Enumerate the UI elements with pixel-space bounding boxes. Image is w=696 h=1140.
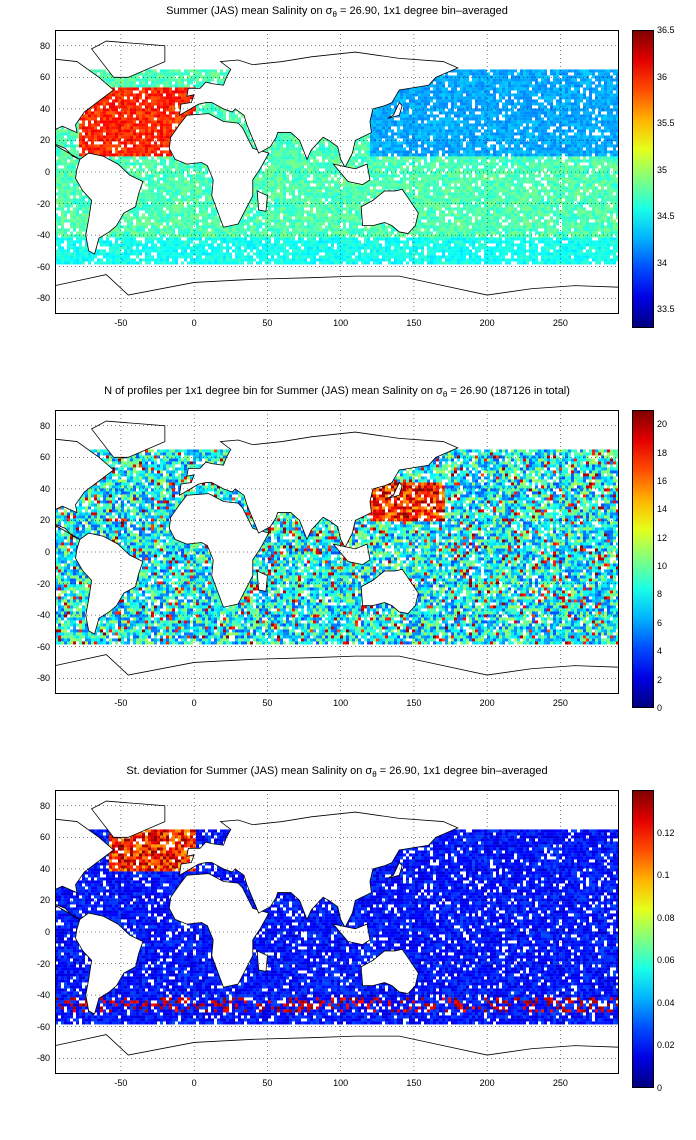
colorbar-tick-label: 35.5 [657,118,675,128]
y-tick-label: 40 [40,864,50,874]
stdev-panel: St. deviation for Summer (JAS) mean Sali… [0,760,696,1140]
y-tick-label: 0 [45,547,50,557]
colorbar-tick-label: 6 [657,618,662,628]
colorbar-tick-label: 18 [657,448,667,458]
grid-lines [55,30,619,314]
y-tick-label: 80 [40,801,50,811]
colorbar [632,410,654,708]
grid-lines [55,790,619,1074]
x-tick-label: -50 [114,318,127,328]
colorbar [632,30,654,328]
x-tick-label: 250 [553,318,568,328]
x-tick-label: 50 [262,318,272,328]
x-tick-label: 150 [406,698,421,708]
x-tick-label: 150 [406,1078,421,1088]
y-tick-label: -80 [37,293,50,303]
colorbar-tick-label: 0.08 [657,913,675,923]
x-tick-label: 50 [262,698,272,708]
y-tick-label: -40 [37,610,50,620]
x-tick-label: 100 [333,318,348,328]
x-tick-label: -50 [114,1078,127,1088]
y-tick-label: -40 [37,990,50,1000]
x-tick-label: -50 [114,698,127,708]
panel-title: N of profiles per 1x1 degree bin for Sum… [55,385,619,399]
x-tick-label: 200 [480,698,495,708]
colorbar-tick-label: 4 [657,646,662,656]
y-tick-label: -60 [37,642,50,652]
colorbar-tick-label: 0 [657,1083,662,1093]
x-tick-label: 100 [333,698,348,708]
x-tick-label: 50 [262,1078,272,1088]
colorbar-tick-label: 12 [657,533,667,543]
colorbar-tick-label: 36 [657,72,667,82]
colorbar-tick-labels: 36.5 36 35.5 35 34.5 34 33.5 [657,25,696,328]
y-tick-label: 60 [40,72,50,82]
x-tick-label: 150 [406,318,421,328]
salinity-map [55,30,619,314]
stdev-map [55,790,619,1074]
x-tick-label: 0 [192,1078,197,1088]
colorbar-tick-label: 16 [657,476,667,486]
colorbar [632,790,654,1088]
profiles-count-panel: N of profiles per 1x1 degree bin for Sum… [0,380,696,760]
y-tick-label: -20 [37,199,50,209]
axes-frame [55,410,619,694]
y-tick-label: 20 [40,895,50,905]
x-tick-label: 0 [192,318,197,328]
colorbar-tick-label: 2 [657,675,662,685]
y-tick-label: 20 [40,515,50,525]
colorbar-tick-label: 0.1 [657,870,670,880]
y-tick-label: 20 [40,135,50,145]
colorbar-tick-label: 33.5 [657,304,675,314]
y-tick-label: 80 [40,421,50,431]
x-tick-label: 200 [480,318,495,328]
x-tick-label: 100 [333,1078,348,1088]
profiles-count-map [55,410,619,694]
colorbar-tick-label: 0.12 [657,828,675,838]
colorbar-tick-label: 35 [657,165,667,175]
y-tick-label: -60 [37,1022,50,1032]
y-tick-label: -80 [37,673,50,683]
y-tick-label: -20 [37,959,50,969]
colorbar-tick-labels: 0.12 0.1 0.08 0.06 0.04 0.02 0 [657,790,696,1093]
x-tick-label: 250 [553,1078,568,1088]
colorbar-tick-label: 0.02 [657,1040,675,1050]
y-tick-label: 40 [40,104,50,114]
y-tick-label: 80 [40,41,50,51]
colorbar-tick-label: 0.04 [657,998,675,1008]
y-tick-label: -60 [37,262,50,272]
x-tick-label: 0 [192,698,197,708]
salinity-panel: Summer (JAS) mean Salinity on σθ = 26.90… [0,0,696,380]
y-tick-label: -40 [37,230,50,240]
colorbar-tick-labels: 20 18 16 14 12 10 8 6 4 2 0 [657,410,696,713]
y-tick-label: 0 [45,167,50,177]
colorbar-tick-label: 34 [657,258,667,268]
y-tick-label: 40 [40,484,50,494]
colorbar-tick-label: 0 [657,703,662,713]
colorbar-tick-label: 0.06 [657,955,675,965]
colorbar-tick-label: 20 [657,419,667,429]
panel-title: St. deviation for Summer (JAS) mean Sali… [55,765,619,779]
axes-frame [55,790,619,1074]
colorbar-tick-label: 10 [657,561,667,571]
coastlines [55,800,619,1074]
y-tick-label: 60 [40,452,50,462]
y-tick-label: 60 [40,832,50,842]
colorbar-tick-label: 14 [657,504,667,514]
colorbar-tick-label: 34.5 [657,211,675,221]
colorbar-tick-label: 8 [657,589,662,599]
x-tick-label: 200 [480,1078,495,1088]
panel-title: Summer (JAS) mean Salinity on σθ = 26.90… [55,5,619,19]
x-tick-label: 250 [553,698,568,708]
y-tick-label: -80 [37,1053,50,1063]
grid-lines [55,410,619,694]
colorbar-tick-label: 36.5 [657,25,675,35]
axes-frame [55,30,619,314]
y-tick-label: 0 [45,927,50,937]
y-tick-label: -20 [37,579,50,589]
